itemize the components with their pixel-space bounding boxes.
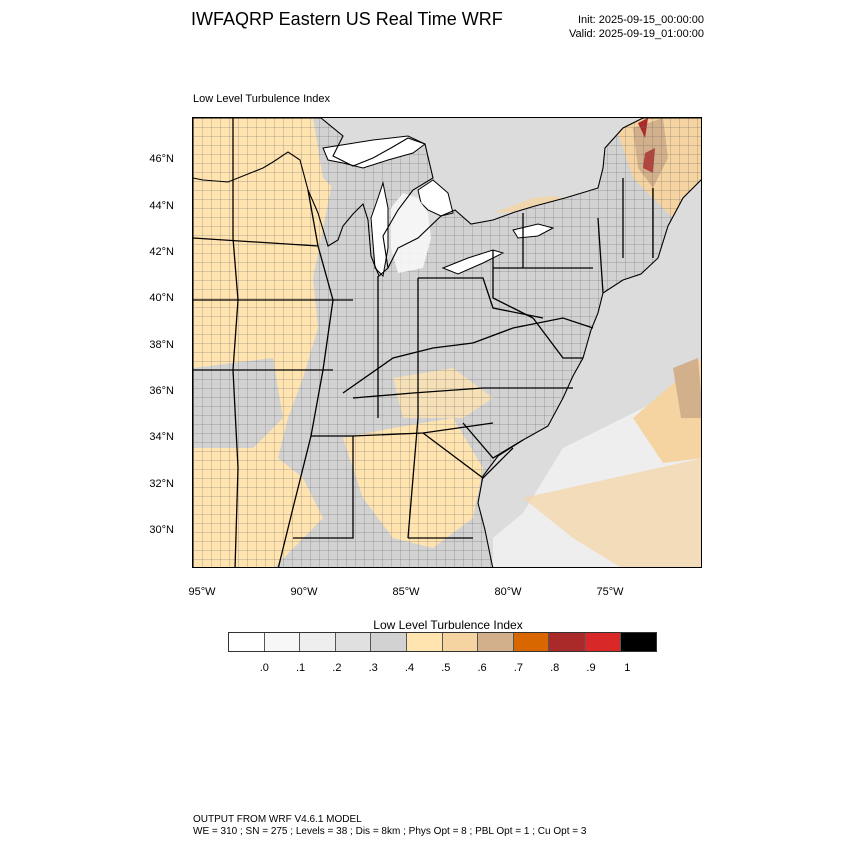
colorbar-swatch	[478, 633, 514, 651]
field-title: Low Level Turbulence Index	[193, 93, 330, 105]
lat-label: 32°N	[149, 478, 174, 490]
colorbar-tick-label: .2	[332, 662, 342, 674]
lat-label: 30°N	[149, 524, 174, 536]
colorbar-tick-label: .1	[296, 662, 306, 674]
page-title: IWFAQRP Eastern US Real Time WRF	[191, 9, 503, 29]
map-canvas	[193, 118, 701, 567]
time-info: Init: 2025-09-15_00:00:00 Valid: 2025-09…	[569, 13, 704, 41]
lat-label: 34°N	[149, 431, 174, 443]
colorbar-swatch	[620, 633, 657, 651]
lake-huron	[417, 179, 454, 217]
colorbar-tick-label: .8	[550, 662, 560, 674]
init-time: Init: 2025-09-15_00:00:00	[578, 14, 704, 26]
colorbar-tick-label: .5	[441, 662, 451, 674]
lat-label: 36°N	[149, 385, 174, 397]
lon-label: 85°W	[392, 586, 420, 598]
colorbar-swatch	[335, 633, 372, 651]
colorbar-tick-label: .6	[477, 662, 487, 674]
lon-label: 95°W	[188, 586, 216, 598]
model-info: OUTPUT FROM WRF V4.6.1 MODEL WE = 310 ; …	[193, 814, 586, 838]
lat-label: 38°N	[149, 339, 174, 351]
state-boundaries	[193, 118, 654, 567]
lake-erie	[441, 249, 505, 275]
colorbar-swatch	[300, 633, 336, 651]
lake-superior	[322, 135, 426, 169]
lat-label: 42°N	[149, 246, 174, 258]
colorbar-tick-label: .3	[368, 662, 378, 674]
model-info-line2: WE = 310 ; SN = 275 ; Levels = 38 ; Dis …	[193, 826, 587, 837]
colorbar-swatch	[229, 633, 265, 651]
colorbar-tick-label: .9	[586, 662, 596, 674]
colorbar-swatch	[371, 633, 407, 651]
colorbar-tick-label: .4	[404, 662, 415, 674]
lat-label: 46°N	[149, 153, 174, 165]
colorbar-tick-label: .0	[259, 662, 269, 674]
valid-time: Valid: 2025-09-19_01:00:00	[569, 28, 704, 40]
lon-label: 90°W	[290, 586, 318, 598]
colorbar-title: Low Level Turbulence Index	[373, 618, 523, 632]
colorbar-swatch	[442, 633, 479, 651]
colorbar-swatch	[513, 633, 550, 651]
lon-label: 80°W	[494, 586, 522, 598]
colorbar-swatch	[584, 633, 621, 651]
colorbar-swatch	[264, 633, 301, 651]
map-panel	[192, 117, 702, 568]
colorbar	[228, 632, 658, 652]
lon-label: 75°W	[596, 586, 624, 598]
lat-label: 44°N	[149, 200, 174, 212]
colorbar-tick-label: 1	[624, 662, 631, 674]
model-info-line1: OUTPUT FROM WRF V4.6.1 MODEL	[193, 814, 362, 825]
colorbar-swatch	[406, 633, 443, 651]
lat-label: 40°N	[149, 292, 174, 304]
colorbar-tick-label: .7	[513, 662, 523, 674]
colorbar-swatch	[549, 633, 585, 651]
